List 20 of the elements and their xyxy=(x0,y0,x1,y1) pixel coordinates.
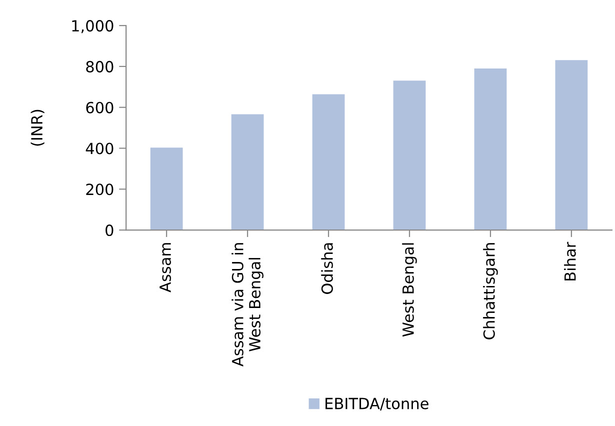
y-axis-title: (INR) xyxy=(30,110,44,146)
y-tick-label: 200 xyxy=(86,184,114,196)
x-tick-label: Chhattisgarh xyxy=(483,243,498,340)
bar xyxy=(474,68,507,230)
bar xyxy=(312,94,345,230)
x-tick-label: Bihar xyxy=(564,242,576,280)
bar xyxy=(150,148,183,230)
legend-label: EBITDA/tonne xyxy=(326,398,428,410)
bar xyxy=(393,80,426,230)
y-tick-label: 600 xyxy=(86,102,114,114)
y-tick-label: 1,000 xyxy=(72,20,114,34)
y-tick-label: 0 xyxy=(106,224,114,236)
bar xyxy=(555,60,588,230)
x-tick-label: Assam xyxy=(160,243,171,292)
y-tick-label: 800 xyxy=(86,60,114,72)
y-tick-label: 400 xyxy=(86,142,114,154)
x-tick-label: West Bengal xyxy=(402,243,417,337)
bar xyxy=(231,114,264,230)
x-tick-label: Assam via GU in West Bengal xyxy=(232,243,264,366)
x-tick-label: Odisha xyxy=(321,243,333,294)
